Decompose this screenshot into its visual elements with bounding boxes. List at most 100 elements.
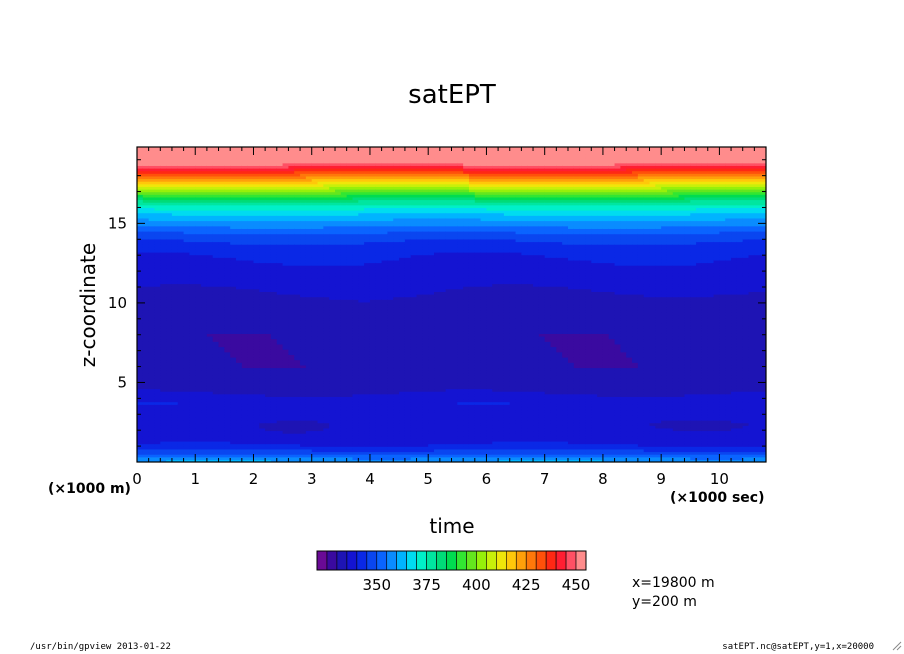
field-cell	[206, 446, 214, 450]
field-cell	[300, 278, 307, 282]
field-cell	[148, 435, 156, 439]
field-cell	[236, 273, 243, 277]
field-cell	[148, 414, 156, 418]
field-cell	[236, 278, 243, 282]
field-cell	[253, 212, 260, 216]
field-cell	[311, 451, 319, 455]
field-cell	[241, 427, 249, 432]
field-cell	[212, 312, 220, 316]
field-cell	[375, 333, 383, 337]
field-cell	[177, 378, 185, 382]
field-cell	[323, 204, 330, 208]
field-cell	[265, 199, 272, 203]
field-cell	[305, 330, 313, 334]
field-cell	[294, 315, 301, 319]
field-cell	[137, 273, 144, 277]
field-cell	[311, 254, 319, 258]
field-cell	[201, 359, 208, 363]
field-cell	[218, 320, 225, 324]
field-cell	[142, 317, 150, 321]
field-cell	[317, 168, 324, 172]
field-cell	[189, 349, 196, 353]
field-cell	[276, 267, 284, 271]
field-cell	[270, 417, 278, 421]
field-cell	[195, 359, 202, 363]
field-cell	[294, 341, 301, 345]
field-cell	[369, 448, 377, 453]
field-cell	[195, 160, 202, 164]
field-cell	[364, 385, 371, 390]
field-cell	[177, 267, 185, 271]
field-cell	[206, 147, 214, 151]
field-cell	[142, 283, 150, 287]
field-cell	[166, 147, 173, 151]
field-cell	[265, 301, 272, 306]
field-cell	[160, 320, 167, 324]
field-cell	[177, 391, 185, 395]
field-cell	[276, 422, 284, 426]
field-cell	[300, 372, 307, 376]
field-cell	[148, 157, 156, 161]
field-cell	[177, 160, 185, 164]
field-cell	[212, 212, 220, 216]
field-cell	[206, 336, 214, 340]
field-cell	[212, 238, 220, 243]
field-cell	[230, 383, 237, 387]
field-cell	[265, 341, 272, 345]
field-cell	[206, 404, 214, 408]
field-cell	[171, 149, 179, 153]
field-cell	[241, 257, 249, 261]
field-cell	[160, 246, 167, 250]
field-cell	[166, 278, 173, 282]
field-cell	[364, 367, 371, 371]
field-cell	[154, 451, 161, 455]
field-cell	[364, 401, 371, 405]
field-cell	[329, 343, 336, 348]
field-cell	[201, 273, 208, 277]
field-cell	[177, 404, 185, 408]
field-cell	[346, 280, 354, 285]
field-cell	[259, 288, 266, 292]
field-cell	[369, 265, 377, 269]
field-cell	[241, 286, 249, 290]
field-cell	[259, 154, 266, 159]
field-cell	[177, 181, 185, 185]
field-cell	[166, 294, 173, 298]
field-cell	[340, 160, 348, 164]
field-cell	[206, 454, 214, 458]
field-cell	[206, 367, 214, 371]
field-cell	[323, 199, 330, 203]
field-cell	[177, 456, 185, 460]
field-cell	[218, 448, 225, 453]
field-cell	[177, 170, 185, 174]
field-cell	[276, 317, 284, 321]
field-cell	[253, 412, 260, 416]
field-cell	[160, 291, 167, 295]
field-cell	[288, 456, 295, 460]
field-cell	[323, 231, 330, 235]
field-cell	[340, 152, 348, 156]
field-cell	[177, 294, 185, 298]
field-cell	[294, 212, 301, 216]
field-cell	[212, 430, 220, 434]
field-cell	[270, 283, 278, 287]
field-cell	[265, 215, 272, 219]
field-cell	[201, 196, 208, 201]
field-cell	[259, 249, 266, 253]
field-cell	[305, 414, 313, 418]
field-cell	[270, 294, 278, 298]
field-cell	[288, 396, 295, 400]
field-cell	[340, 309, 348, 313]
field-cell	[137, 207, 144, 211]
field-cell	[364, 359, 371, 363]
field-cell	[206, 294, 214, 298]
field-cell	[183, 238, 191, 243]
field-cell	[375, 443, 383, 447]
field-cell	[335, 299, 342, 303]
field-cell	[160, 354, 167, 358]
field-cell	[282, 183, 290, 187]
field-cell	[305, 233, 313, 237]
field-cell	[323, 430, 330, 434]
field-cell	[206, 372, 214, 376]
field-cell	[253, 196, 260, 201]
